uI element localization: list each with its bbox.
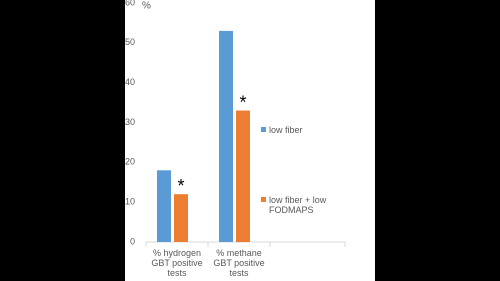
annotation: * — [177, 176, 184, 196]
y-tick-label: 40 — [125, 77, 135, 87]
legend-label: low fiber + low FODMAPS — [269, 195, 327, 215]
annotation: * — [239, 92, 246, 112]
y-axis-label: % — [142, 1, 151, 12]
y-tick-label: 60 — [125, 0, 135, 7]
x-tick-label: % hydrogen GBT positive tests — [151, 248, 203, 278]
y-tick-label: 10 — [125, 197, 135, 207]
x-tick-label: % methane GBT positive tests — [213, 248, 265, 278]
bar — [157, 170, 171, 242]
legend-swatch — [261, 127, 266, 132]
y-tick-label: 50 — [125, 37, 135, 47]
legend-label: low fiber — [269, 125, 303, 135]
bar — [174, 194, 188, 242]
bar — [236, 110, 250, 242]
y-tick-label: 20 — [125, 157, 135, 167]
bar — [219, 30, 233, 243]
legend-swatch — [261, 197, 266, 202]
y-tick-label: 30 — [125, 117, 135, 127]
y-tick-label: 0 — [130, 236, 135, 246]
